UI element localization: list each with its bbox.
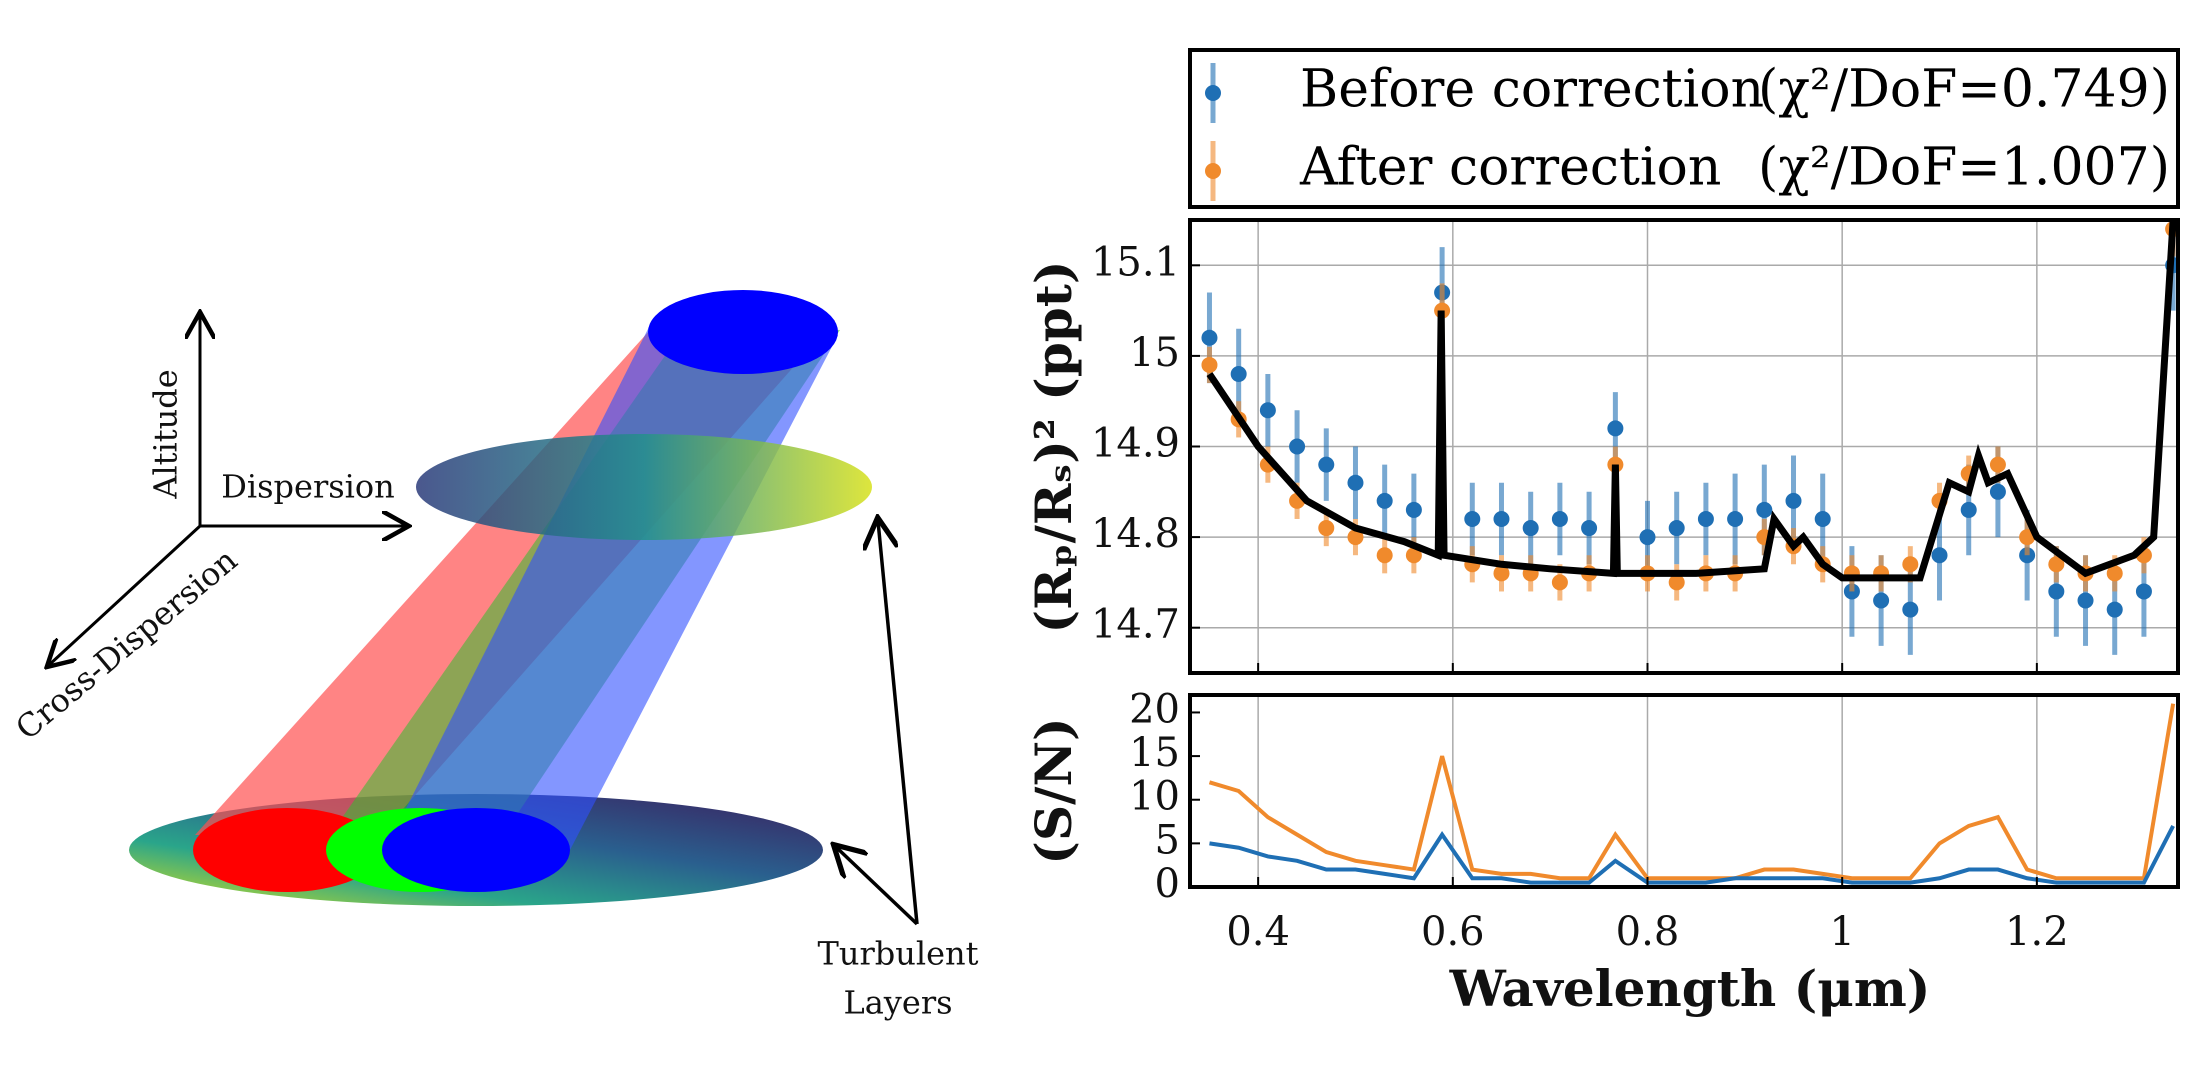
model-line [1206,220,2177,582]
y-tick-label: 10 [1129,774,1180,820]
data-point [1376,547,1393,564]
data-point [1289,438,1306,455]
legend-marker [1205,85,1221,101]
turbulent-layer [416,434,872,540]
data-point [1347,474,1364,491]
data-point [1785,492,1802,509]
x-tick-label: 0.4 [1226,909,1290,955]
data-point [1639,529,1656,546]
data-point [1318,456,1335,473]
y-tick-label: 14.7 [1091,602,1180,648]
data-point [2135,583,2152,600]
data-point [1989,483,2006,500]
axis-label: Cross-Dispersion [8,541,244,748]
data-point [1551,574,1568,591]
data-point [1814,510,1831,527]
data-point [1902,601,1919,618]
axis-label: Dispersion [221,468,395,506]
y-axis-label: (Rₚ/Rₛ)² (ppt) [1024,261,1083,634]
y-axis-label: (S/N) [1024,717,1083,864]
data-point [1405,501,1422,518]
pointer-arrow [836,847,919,926]
axis-label: Altitude [147,369,185,499]
data-point [1607,420,1624,437]
legend-label: After correction [1299,138,1721,198]
x-tick-label: 1 [1829,909,1854,955]
plot-area [1208,695,2176,887]
data-point [1551,510,1568,527]
data-point [2048,556,2065,573]
annotation: Layers [843,984,952,1022]
pointer-arrow [878,521,919,925]
data-point [1259,402,1276,419]
data-point [2106,565,2123,582]
data-point [1756,501,1773,518]
data-point [2019,529,2036,546]
data-point [1464,510,1481,527]
x-tick-label: 0.6 [1421,909,1485,955]
data-point [1873,592,1890,609]
legend-fit: (χ²/DoF=0.749) [1758,60,2170,120]
blue-spot [382,808,570,892]
data-point [1960,501,1977,518]
data-point [2077,592,2094,609]
data-point [1902,556,1919,573]
data-point [1493,565,1510,582]
y-tick-label: 15 [1129,730,1180,776]
sn-line [1209,824,2175,885]
plot-area [1190,220,2178,673]
data-point [1931,547,1948,564]
data-point [2048,583,2065,600]
legend-label: Before correction [1300,60,1764,120]
data-point [1376,492,1393,509]
y-tick-label: 20 [1129,686,1180,732]
data-point [1405,547,1422,564]
data-point [1201,356,1218,373]
data-point [1697,510,1714,527]
data-point [1201,329,1218,346]
data-point [1581,520,1598,537]
data-point [1347,529,1364,546]
x-axis-label: Wavelength (μm) [1449,959,1931,1018]
y-tick-label: 14.9 [1091,421,1180,467]
data-point [1668,574,1685,591]
sn-line [1208,703,2176,881]
red-spot [193,808,381,892]
y-tick-label: 15 [1129,330,1180,376]
y-tick-label: 15.1 [1091,239,1180,285]
y-tick-label: 14.8 [1091,511,1180,557]
plot-frame [1188,693,2180,889]
y-tick-label: 0 [1155,861,1180,907]
legend [1188,48,2180,209]
x-tick-label: 0.8 [1616,909,1680,955]
data-point [1668,520,1685,537]
data-point [1230,366,1247,383]
data-point [1727,510,1744,527]
y-tick-label: 5 [1155,817,1180,863]
x-tick-label: 1.2 [2005,909,2069,955]
axis-arrow [49,524,202,665]
plot-frame [1188,218,2180,675]
annotation: Turbulent [818,935,979,973]
data-point [1989,456,2006,473]
blue-spot [648,290,838,374]
data-point [2106,601,2123,618]
diagram: Altitude Dispersion Cross-Dispersion Tur… [8,290,979,1022]
legend-fit: (χ²/DoF=1.007) [1758,138,2170,198]
data-point [1493,510,1510,527]
data-point [1318,520,1335,537]
legend-marker [1205,163,1221,179]
data-point [1522,520,1539,537]
